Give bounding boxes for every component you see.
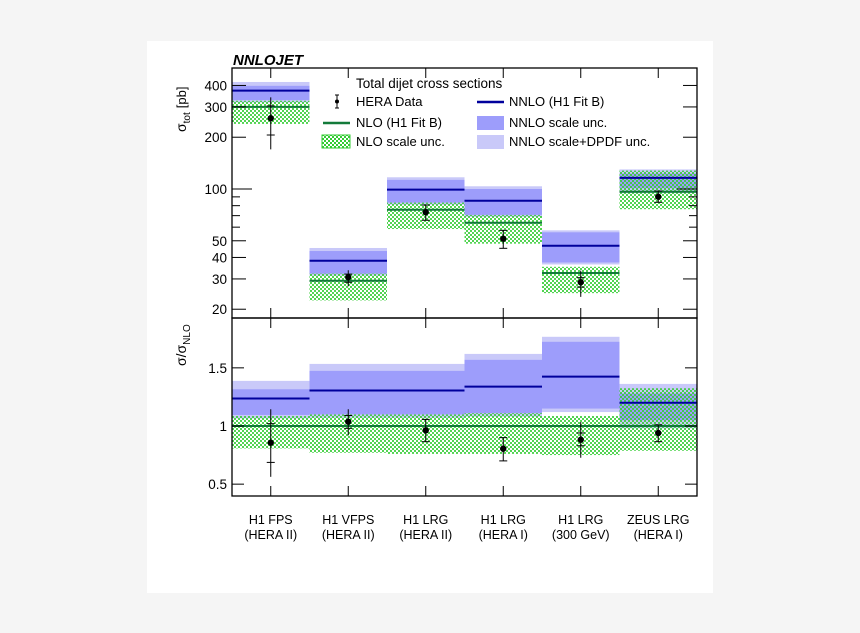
x-tick-label-line2: (HERA II) <box>244 528 297 542</box>
y-tick-label: 50 <box>212 234 227 249</box>
x-tick-label-line1: H1 LRG <box>481 513 526 527</box>
nnlojet-label: NNLOJET <box>233 52 305 69</box>
top-y-axis-label: σtot [pb] <box>173 87 193 132</box>
hera-data-point-marker <box>345 274 352 281</box>
x-tick-label-line1: ZEUS LRG <box>627 513 690 527</box>
y-tick-label: 40 <box>212 250 227 265</box>
ratio-data-point-marker <box>422 427 429 434</box>
hera-data-point-marker <box>500 235 507 242</box>
legend-data-label: HERA Data <box>356 94 423 109</box>
x-tick-label-line2: (HERA I) <box>479 528 528 542</box>
legend-nlo-label: NLO (H1 Fit B) <box>356 115 442 130</box>
nnlo-scale-band <box>464 189 542 215</box>
hera-data-point-marker <box>655 193 662 200</box>
legend-nlo-band-swatch <box>321 134 351 149</box>
nnlo-scale-band <box>387 179 465 203</box>
ratio-data-point-marker <box>267 439 274 446</box>
legend-nnlo-label: NNLO (H1 Fit B) <box>509 94 604 109</box>
y-tick-label: 100 <box>204 182 227 197</box>
x-tick-label-line2: (HERA I) <box>634 528 683 542</box>
bands-layer <box>232 81 697 456</box>
svg-text:σ/σNLO: σ/σNLO <box>173 324 193 366</box>
nnlo-scale-band <box>542 232 620 263</box>
legend-nnlo-dpdf-swatch <box>477 135 504 149</box>
y-tick-label: 300 <box>204 100 227 115</box>
legend-nnlo-dpdf-label: NNLO scale+DPDF unc. <box>509 134 650 149</box>
figure-card <box>147 41 713 593</box>
x-tick-label-line1: H1 VFPS <box>322 513 374 527</box>
ratio-y-tick-label: 1.5 <box>208 361 227 376</box>
x-tick-label-line1: H1 LRG <box>403 513 448 527</box>
x-tick-label-line1: H1 FPS <box>249 513 293 527</box>
nnlo-scale-band <box>309 251 387 274</box>
ratio-y-tick-label: 0.5 <box>208 477 227 492</box>
hera-data-point-marker <box>422 209 429 216</box>
legend-title: Total dijet cross sections <box>356 76 503 91</box>
y-label-symbol: σ <box>173 123 189 132</box>
svg-text:σtot[pb]: σtot [pb] <box>173 87 193 132</box>
legend-nnlo-scale-swatch <box>477 116 504 130</box>
hera-data-point-marker <box>267 115 274 122</box>
y-tick-label: 400 <box>204 78 227 93</box>
ratio-data-point-marker <box>345 418 352 425</box>
ratio-panel-frame <box>231 317 698 497</box>
hera-data-point-marker <box>577 279 584 286</box>
ratio-nnlo-scale-band <box>309 370 387 415</box>
ratio-label-symbol: σ/σ <box>173 344 189 366</box>
x-tick-label-line2: (300 GeV) <box>552 528 610 542</box>
y-label-sub: tot <box>182 112 193 123</box>
legend: Total dijet cross sections HERA Data NLO… <box>321 76 650 149</box>
legend-nnlo-scale-label: NNLO scale unc. <box>509 115 607 130</box>
y-label-unit: [pb] <box>174 87 189 109</box>
x-tick-label-line2: (HERA II) <box>399 528 452 542</box>
ratio-data-point-marker <box>577 436 584 443</box>
legend-data-marker <box>335 94 339 109</box>
ratio-nnlo-scale-band <box>387 370 465 415</box>
x-tick-label-line1: H1 LRG <box>558 513 603 527</box>
ratio-y-axis-label: σ/σNLO <box>173 324 193 366</box>
ratio-nnlo-scale-band <box>542 341 620 409</box>
y-tick-label: 200 <box>204 130 227 145</box>
data-points-layer <box>266 97 663 477</box>
nlo-scale-band <box>619 170 697 210</box>
ratio-data-point-marker <box>500 445 507 452</box>
ratio-label-sub: NLO <box>182 324 193 345</box>
y-tick-label: 20 <box>212 302 227 317</box>
y-tick-label: 30 <box>212 272 227 287</box>
ratio-y-tick-label: 1 <box>219 419 227 434</box>
nnlo-scale-band <box>232 85 310 101</box>
legend-nlo-band-label: NLO scale unc. <box>356 134 445 149</box>
ratio-data-point-marker <box>655 429 662 437</box>
x-tick-label-line2: (HERA II) <box>322 528 375 542</box>
